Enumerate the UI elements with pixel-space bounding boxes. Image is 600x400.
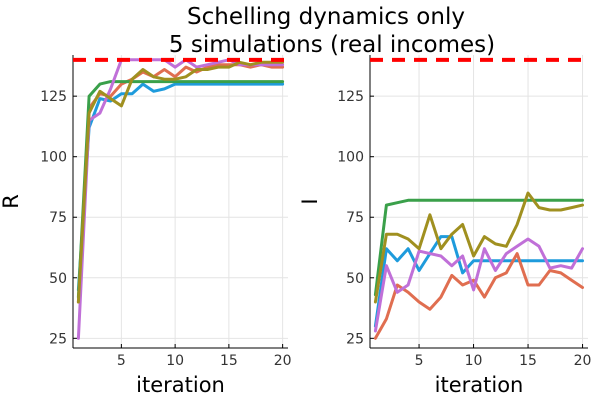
y-axis-label: R <box>0 194 23 209</box>
series-line-3 <box>373 198 584 297</box>
y-tick-label: 50 <box>49 271 67 287</box>
y-tick-label: 125 <box>337 89 364 105</box>
y-tick-label: 75 <box>49 210 67 226</box>
x-tick-label: 20 <box>574 353 592 369</box>
y-tick-label: 100 <box>40 150 67 166</box>
x-tick-label: 15 <box>519 353 537 369</box>
x-tick-label: 10 <box>166 353 184 369</box>
series-line-1 <box>373 235 584 328</box>
y-tick-label: 50 <box>346 271 364 287</box>
series-line-2 <box>373 252 584 340</box>
chart-title-line-1: Schelling dynamics only <box>187 4 465 30</box>
y-tick-label: 100 <box>337 150 364 166</box>
y-tick-label: 125 <box>40 89 67 105</box>
x-axis-label: iteration <box>136 373 225 397</box>
x-tick-label: 5 <box>415 353 424 369</box>
panel-r: 5 10 15 20 25 50 75 100 125 iteration R <box>0 55 292 397</box>
y-tick-label: 25 <box>49 331 67 347</box>
panel-i: 5 10 15 20 25 50 75 100 125 iteration I <box>298 55 591 397</box>
y-tick-label: 25 <box>346 331 364 347</box>
series-line-5 <box>76 60 285 304</box>
series-line-3 <box>76 80 285 299</box>
x-tick-label: 20 <box>274 353 292 369</box>
series-line-4 <box>373 237 584 333</box>
series-line-2 <box>76 63 285 304</box>
chart-title-line-2: 5 simulations (real incomes) <box>169 32 495 58</box>
x-axis-label: iteration <box>435 373 524 397</box>
series-line-5 <box>373 191 584 304</box>
series-line-1 <box>76 82 285 292</box>
y-axis-label: I <box>298 198 322 204</box>
x-tick-label: 10 <box>465 353 483 369</box>
x-tick-label: 15 <box>220 353 238 369</box>
y-tick-label: 75 <box>346 210 364 226</box>
x-tick-label: 5 <box>117 353 126 369</box>
